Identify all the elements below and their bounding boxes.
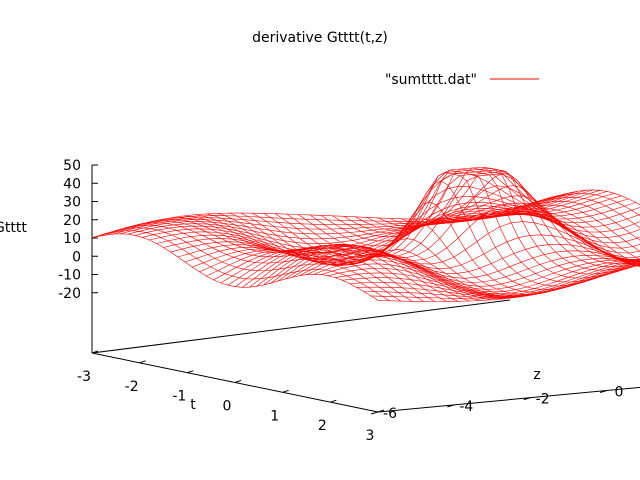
mesh-line-t (242, 170, 640, 288)
z-tick-label: -2 (536, 392, 550, 408)
axes (91, 164, 640, 415)
z-axis-label: Gtttt (0, 220, 27, 236)
mesh-line-z (366, 173, 640, 268)
mesh-line-z (297, 180, 585, 290)
mesh-line-z (469, 212, 640, 267)
value-tick-label: 50 (63, 158, 81, 174)
t-tick-label: -2 (125, 379, 139, 395)
mesh-line-t (149, 191, 608, 254)
mesh-line-z (126, 224, 413, 302)
surface-mesh (91, 167, 640, 302)
mesh-line-z (309, 172, 596, 287)
x-axis-label: t (190, 397, 196, 413)
t-tick (91, 350, 99, 354)
z-tick (523, 397, 531, 401)
t-tick (377, 409, 385, 413)
mesh-line-z (240, 212, 527, 298)
mesh-line-z (114, 227, 402, 302)
t-tick-label: -3 (77, 369, 91, 385)
t-tick-label: 0 (223, 399, 232, 415)
mesh-line-z (263, 213, 550, 296)
mesh-line-t (313, 259, 640, 290)
mesh-line-z (275, 213, 562, 295)
t-tick (187, 370, 194, 374)
z-tick (447, 404, 455, 408)
t-tick-label: -1 (172, 389, 186, 405)
t-tick (139, 360, 146, 364)
value-tick-label: 30 (63, 195, 81, 211)
mesh-line-z (137, 222, 424, 302)
value-tick-label: 10 (63, 231, 81, 247)
value-tick-label: -20 (58, 286, 81, 302)
t-tick (282, 389, 289, 393)
chart-title: derivative Gtttt(t,z) (252, 30, 388, 46)
mesh-line-z (343, 167, 630, 275)
mesh-line-z (515, 200, 640, 241)
mesh-line-z (103, 230, 390, 302)
t-tick-label: 3 (366, 428, 375, 444)
t-tick-label: 1 (270, 408, 279, 424)
mesh-line-z (458, 214, 640, 267)
mesh-line-z (286, 201, 573, 293)
value-tick-label: 40 (63, 176, 81, 192)
mesh-line-z (424, 210, 640, 261)
mesh-line-z (229, 212, 516, 299)
value-tick-label: 20 (63, 213, 81, 229)
mesh-line-z (195, 214, 482, 301)
t-tick (234, 380, 242, 383)
mesh-line-z (355, 167, 640, 271)
y-axis-label: z (533, 367, 540, 383)
mesh-line-z (492, 207, 640, 260)
z-tick-label: -6 (383, 406, 397, 422)
value-tick-label: -10 (58, 268, 81, 284)
mesh-line-z (481, 210, 640, 265)
mesh-line-z (332, 168, 619, 279)
mesh-line-z (91, 233, 379, 301)
z-tick (599, 390, 608, 393)
mesh-line-z (527, 197, 640, 229)
legend-label: "sumtttt.dat" (385, 72, 477, 88)
mesh-line-z (320, 169, 608, 283)
z-tick-label: 0 (615, 385, 624, 401)
z-axis-line (377, 386, 640, 413)
t-tick-label: 2 (318, 418, 327, 434)
value-tick-label: 0 (72, 249, 81, 265)
mesh-line-z (252, 212, 539, 297)
mesh-line-z (183, 215, 470, 302)
back-axis-line (91, 299, 511, 354)
mesh-line-z (172, 217, 459, 302)
mesh-line-z (389, 195, 640, 262)
mesh-line-z (549, 189, 640, 206)
mesh-line-z (538, 193, 640, 217)
mesh-line-z (504, 204, 640, 252)
mesh-line-t (120, 190, 579, 235)
z-tick (370, 411, 379, 415)
z-tick-label: -4 (459, 399, 473, 415)
t-tick (330, 399, 337, 403)
